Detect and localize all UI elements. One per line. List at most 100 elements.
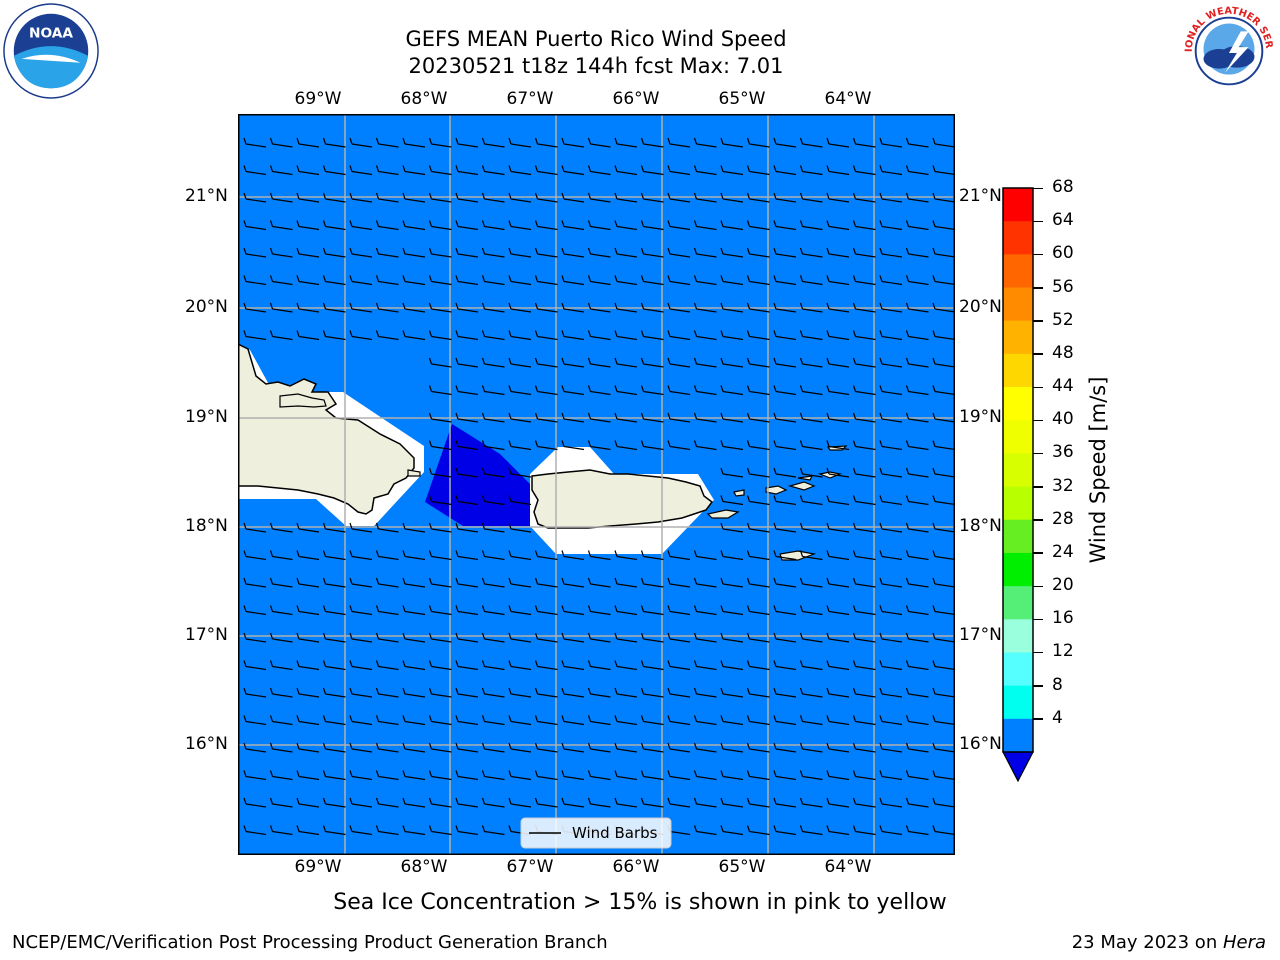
wind-barb [905,302,929,313]
wind-barb [375,220,399,231]
wind-barb [349,770,373,781]
wind-barb [349,165,373,176]
wind-barb [667,742,691,753]
lat-label-left: 21°N [185,186,228,206]
wind-barb [428,522,452,533]
wind-barb [640,357,664,368]
wind-barb [852,495,876,506]
wind-barb [534,412,558,423]
wind-barb [826,357,850,368]
wind-barb [932,247,955,258]
wind-barb [693,302,717,313]
wind-barb [640,660,664,671]
colorbar-segment [1003,586,1033,620]
wind-barb [428,660,452,671]
wind-barb [799,412,823,423]
wind-barb [614,247,638,258]
wind-barb [561,220,585,231]
wind-barb [799,742,823,753]
wind-barb [534,247,558,258]
wind-barb [402,715,426,726]
wind-barb [587,742,611,753]
wind-barb [428,467,452,478]
wind-barb [587,220,611,231]
colorbar-segment [1003,254,1033,289]
wind-barb [773,770,797,781]
wind-barb [428,495,452,506]
wind-barb [402,275,426,286]
wind-barb [269,632,293,643]
wind-barb [879,495,903,506]
wind-barb [879,522,903,533]
wind-barb [508,522,532,533]
wind-barb [402,165,426,176]
lat-label-right: 21°N [959,186,1002,206]
lon-label-top: 67°W [506,89,554,109]
wind-barb [693,137,717,148]
wind-barb [746,302,770,313]
wind-barb [508,632,532,643]
wind-barb [587,330,611,341]
wind-barb [322,825,346,836]
wind-barb [799,220,823,231]
wind-barb [561,357,585,368]
wind-barb [375,797,399,808]
wind-barb [720,192,744,203]
wind-barb [746,165,770,176]
wind-barb [746,522,770,533]
colorbar-tick-mark [1033,618,1043,621]
wind-barb [481,357,505,368]
wind-barb [667,632,691,643]
wind-barb [375,605,399,616]
wind-barb [481,330,505,341]
wind-barb [852,440,876,451]
wind-barb [667,797,691,808]
wind-barb [852,577,876,588]
legend-label: Wind Barbs [572,824,658,842]
wind-barb [879,330,903,341]
wind-barb [534,275,558,286]
wind-barb [693,715,717,726]
lon-label-top: 64°W [824,89,872,109]
wind-barb [799,137,823,148]
wind-barb [640,220,664,231]
colorbar-tick-mark [1033,287,1043,289]
wind-barb [852,660,876,671]
wind-barb [693,165,717,176]
wind-barb [640,632,664,643]
wind-barb [296,165,320,176]
wind-barb [349,577,373,588]
colorbar-tick-label: 52 [1052,309,1074,330]
wind-barb [402,797,426,808]
wind-barb [773,357,797,368]
wind-barb [799,715,823,726]
wind-barb [905,165,929,176]
wind-barb [932,302,955,313]
wind-barb [375,770,399,781]
wind-barb [402,825,426,836]
wind-barb [905,440,929,451]
colorbar-tick-label: 68 [1052,177,1074,197]
wind-barb [773,165,797,176]
wind-barb [905,632,929,643]
wind-barb [587,797,611,808]
wind-barb [349,687,373,698]
wind-barb [243,605,267,616]
wind-barb [826,440,850,451]
wind-barb [534,137,558,148]
wind-barb [322,220,346,231]
wind-barb [508,440,532,451]
wind-barb [561,605,585,616]
wind-barb [773,605,797,616]
wind-barb [587,137,611,148]
wind-barb [508,220,532,231]
wind-barb [720,825,744,836]
wind-barb [534,797,558,808]
wind-barb [455,192,479,203]
wind-barb [746,577,770,588]
wind-barb [720,275,744,286]
wind-barb [508,330,532,341]
wind-barb [428,412,452,423]
wind-barb [243,330,267,341]
wind-barb [799,632,823,643]
